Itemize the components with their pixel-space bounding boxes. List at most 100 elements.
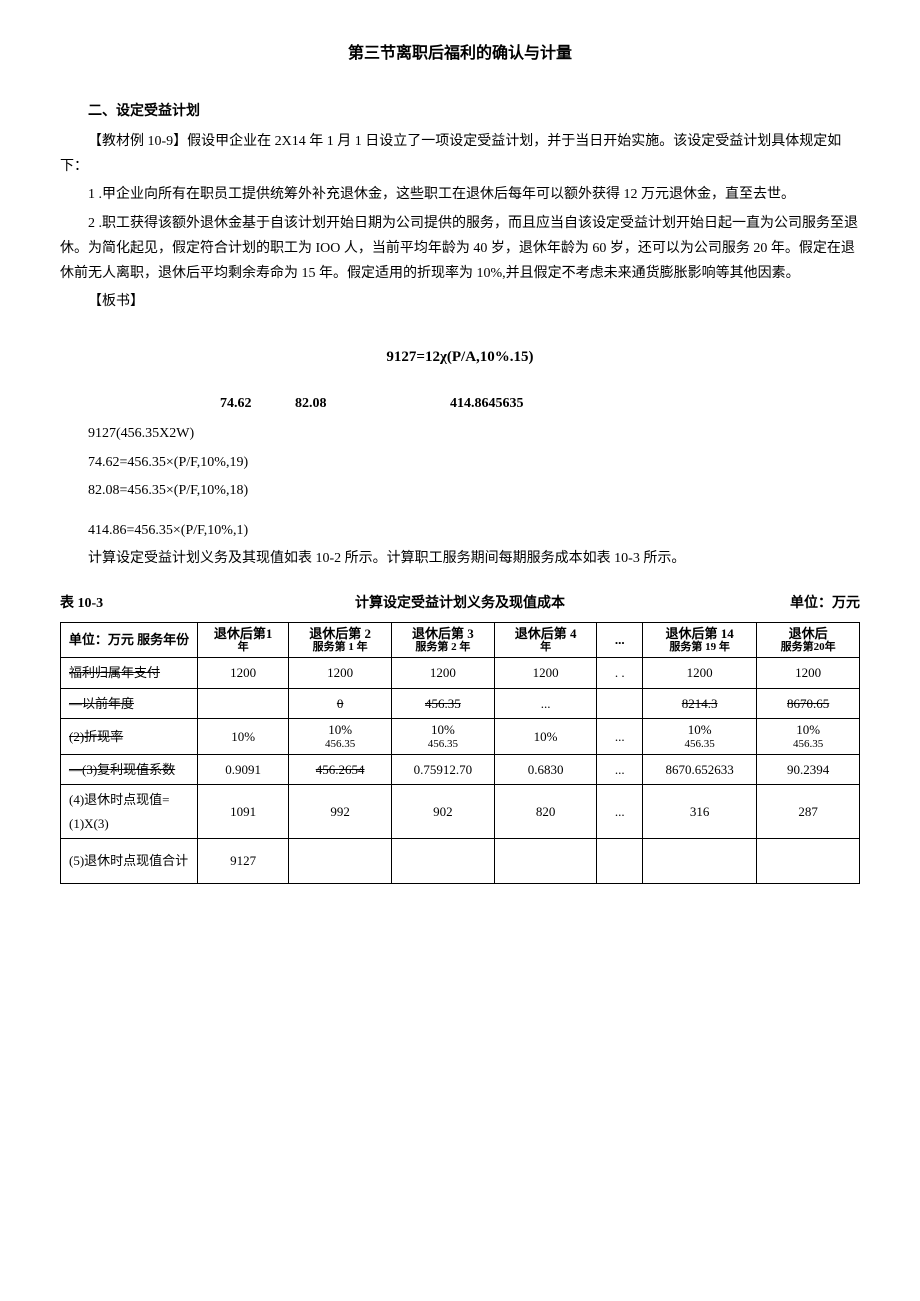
formula-main: 9127=12χ(P/A,10%.15) <box>60 344 860 371</box>
cell <box>597 839 643 884</box>
cell: 0 <box>289 688 392 718</box>
cell-text: 456.35 <box>762 738 854 751</box>
header-text: 单位：万元 服务年份 <box>66 632 192 648</box>
header-text: 退休后第 4 <box>500 626 592 642</box>
header-col-6: 退休后 服务第20年 <box>757 622 860 658</box>
header-col-3: 退休后第 3 服务第 2 年 <box>392 622 495 658</box>
number-2: 82.08 <box>295 396 327 411</box>
cell: 10% <box>494 719 597 755</box>
number-1: 74.62 <box>220 396 252 411</box>
cell <box>392 839 495 884</box>
cell-text: 10% <box>397 722 489 738</box>
table-row: (4)退休时点现值= (1)X(3) 1091 992 902 820 ... … <box>61 785 860 839</box>
paragraph-item-1: 1 .甲企业向所有在职员工提供统筹外补充退休金，这些职工在退休后每年可以额外获得… <box>60 182 860 207</box>
table-row: —(3)复利现值系数 0.9091 456.2654 0.75912.70 0.… <box>61 754 860 784</box>
table-number: 表 10-3 <box>60 591 160 616</box>
number-3: 414.8645635 <box>450 396 524 411</box>
row-label: (4)退休时点现值= (1)X(3) <box>61 785 198 839</box>
data-table: 单位：万元 服务年份 退休后第1 年 退休后第 2 服务第 1 年 退休后第 3… <box>60 622 860 885</box>
cell <box>757 839 860 884</box>
cell: 0.9091 <box>197 754 288 784</box>
header-text: 退休后 <box>762 626 854 642</box>
cell: 1200 <box>757 658 860 688</box>
cell <box>597 688 643 718</box>
cell: 316 <box>643 785 757 839</box>
header-text: 服务第 1 年 <box>294 641 386 654</box>
table-row: —以前年度 0 456.35 ... 8214.3 8670.65 <box>61 688 860 718</box>
numbers-row: 74.62 82.08 414.8645635 <box>220 391 860 416</box>
cell: 1200 <box>494 658 597 688</box>
cell-text: 10% <box>648 722 751 738</box>
cell: 10% <box>197 719 288 755</box>
cell: 10% 456.35 <box>757 719 860 755</box>
cell: 1200 <box>197 658 288 688</box>
paragraph-table-desc: 计算设定受益计划义务及其现值如表 10-2 所示。计算职工服务期间每期服务成本如… <box>60 546 860 571</box>
table-row: 福利归属年支付 1200 1200 1200 1200 . . 1200 120… <box>61 658 860 688</box>
header-col-5: 退休后第 14 服务第 19 年 <box>643 622 757 658</box>
header-text: 退休后第 14 <box>648 626 751 642</box>
page-title: 第三节离职后福利的确认与计量 <box>60 40 860 69</box>
cell <box>197 688 288 718</box>
table-row: (5)退休时点现值合计 9127 <box>61 839 860 884</box>
calc-line-3: 82.08=456.35×(P/F,10%,18) <box>88 478 860 503</box>
cell: 8670.652633 <box>643 754 757 784</box>
cell <box>494 839 597 884</box>
paragraph-item-2: 2 .职工获得该额外退休金基于自该计划开始日期为公司提供的服务，而且应当自该设定… <box>60 211 860 287</box>
paragraph-board: 【板书】 <box>60 289 860 314</box>
row-label: 福利归属年支付 <box>61 658 198 688</box>
cell: ... <box>494 688 597 718</box>
header-text: 退休后第 3 <box>397 626 489 642</box>
calc-line-4: 414.86=456.35×(P/F,10%,1) <box>88 518 860 543</box>
cell-text: 456.35 <box>648 738 751 751</box>
table-title: 计算设定受益计划义务及现值成本 <box>160 591 760 616</box>
cell: 820 <box>494 785 597 839</box>
cell: 10% 456.35 <box>392 719 495 755</box>
cell-text: 10% <box>294 722 386 738</box>
cell: ... <box>597 754 643 784</box>
header-text: 退休后第1 <box>203 626 283 642</box>
cell: 10% 456.35 <box>643 719 757 755</box>
cell <box>643 839 757 884</box>
cell: 456.35 <box>392 688 495 718</box>
cell: 902 <box>392 785 495 839</box>
cell: 0.6830 <box>494 754 597 784</box>
header-col-4: 退休后第 4 年 <box>494 622 597 658</box>
cell: 992 <box>289 785 392 839</box>
table-header-row: 单位：万元 服务年份 退休后第1 年 退休后第 2 服务第 1 年 退休后第 3… <box>61 622 860 658</box>
header-text: 服务第20年 <box>762 641 854 654</box>
cell: 456.2654 <box>289 754 392 784</box>
cell: 1200 <box>392 658 495 688</box>
table-caption-row: 表 10-3 计算设定受益计划义务及现值成本 单位：万元 <box>60 591 860 616</box>
row-label: (2)折现率 <box>61 719 198 755</box>
cell <box>289 839 392 884</box>
cell: 10% 456.35 <box>289 719 392 755</box>
cell: 9127 <box>197 839 288 884</box>
cell: ... <box>597 719 643 755</box>
row-label: —(3)复利现值系数 <box>61 754 198 784</box>
cell: 90.2394 <box>757 754 860 784</box>
cell: 8670.65 <box>757 688 860 718</box>
header-col-0: 单位：万元 服务年份 <box>61 622 198 658</box>
header-text: 年 <box>203 641 283 654</box>
cell: 1200 <box>289 658 392 688</box>
paragraph-intro: 【教材例 10-9】假设甲企业在 2X14 年 1 月 1 日设立了一项设定受益… <box>60 129 860 179</box>
row-label: —以前年度 <box>61 688 198 718</box>
header-text: 服务第 19 年 <box>648 641 751 654</box>
row-label: (5)退休时点现值合计 <box>61 839 198 884</box>
header-text: 年 <box>500 641 592 654</box>
header-col-1: 退休后第1 年 <box>197 622 288 658</box>
cell: 1091 <box>197 785 288 839</box>
cell: 8214.3 <box>643 688 757 718</box>
section-subtitle: 二、设定受益计划 <box>60 99 860 124</box>
header-text: 服务第 2 年 <box>397 641 489 654</box>
calc-line-2: 74.62=456.35×(P/F,10%,19) <box>88 450 860 475</box>
cell: . . <box>597 658 643 688</box>
header-col-2: 退休后第 2 服务第 1 年 <box>289 622 392 658</box>
calc-line-1: 9127(456.35X2W) <box>88 421 860 446</box>
cell-text: 10% <box>762 722 854 738</box>
header-text: 退休后第 2 <box>294 626 386 642</box>
cell-text: 456.35 <box>294 738 386 751</box>
table-unit: 单位：万元 <box>760 591 860 616</box>
header-col-dots: ... <box>597 622 643 658</box>
cell: 287 <box>757 785 860 839</box>
